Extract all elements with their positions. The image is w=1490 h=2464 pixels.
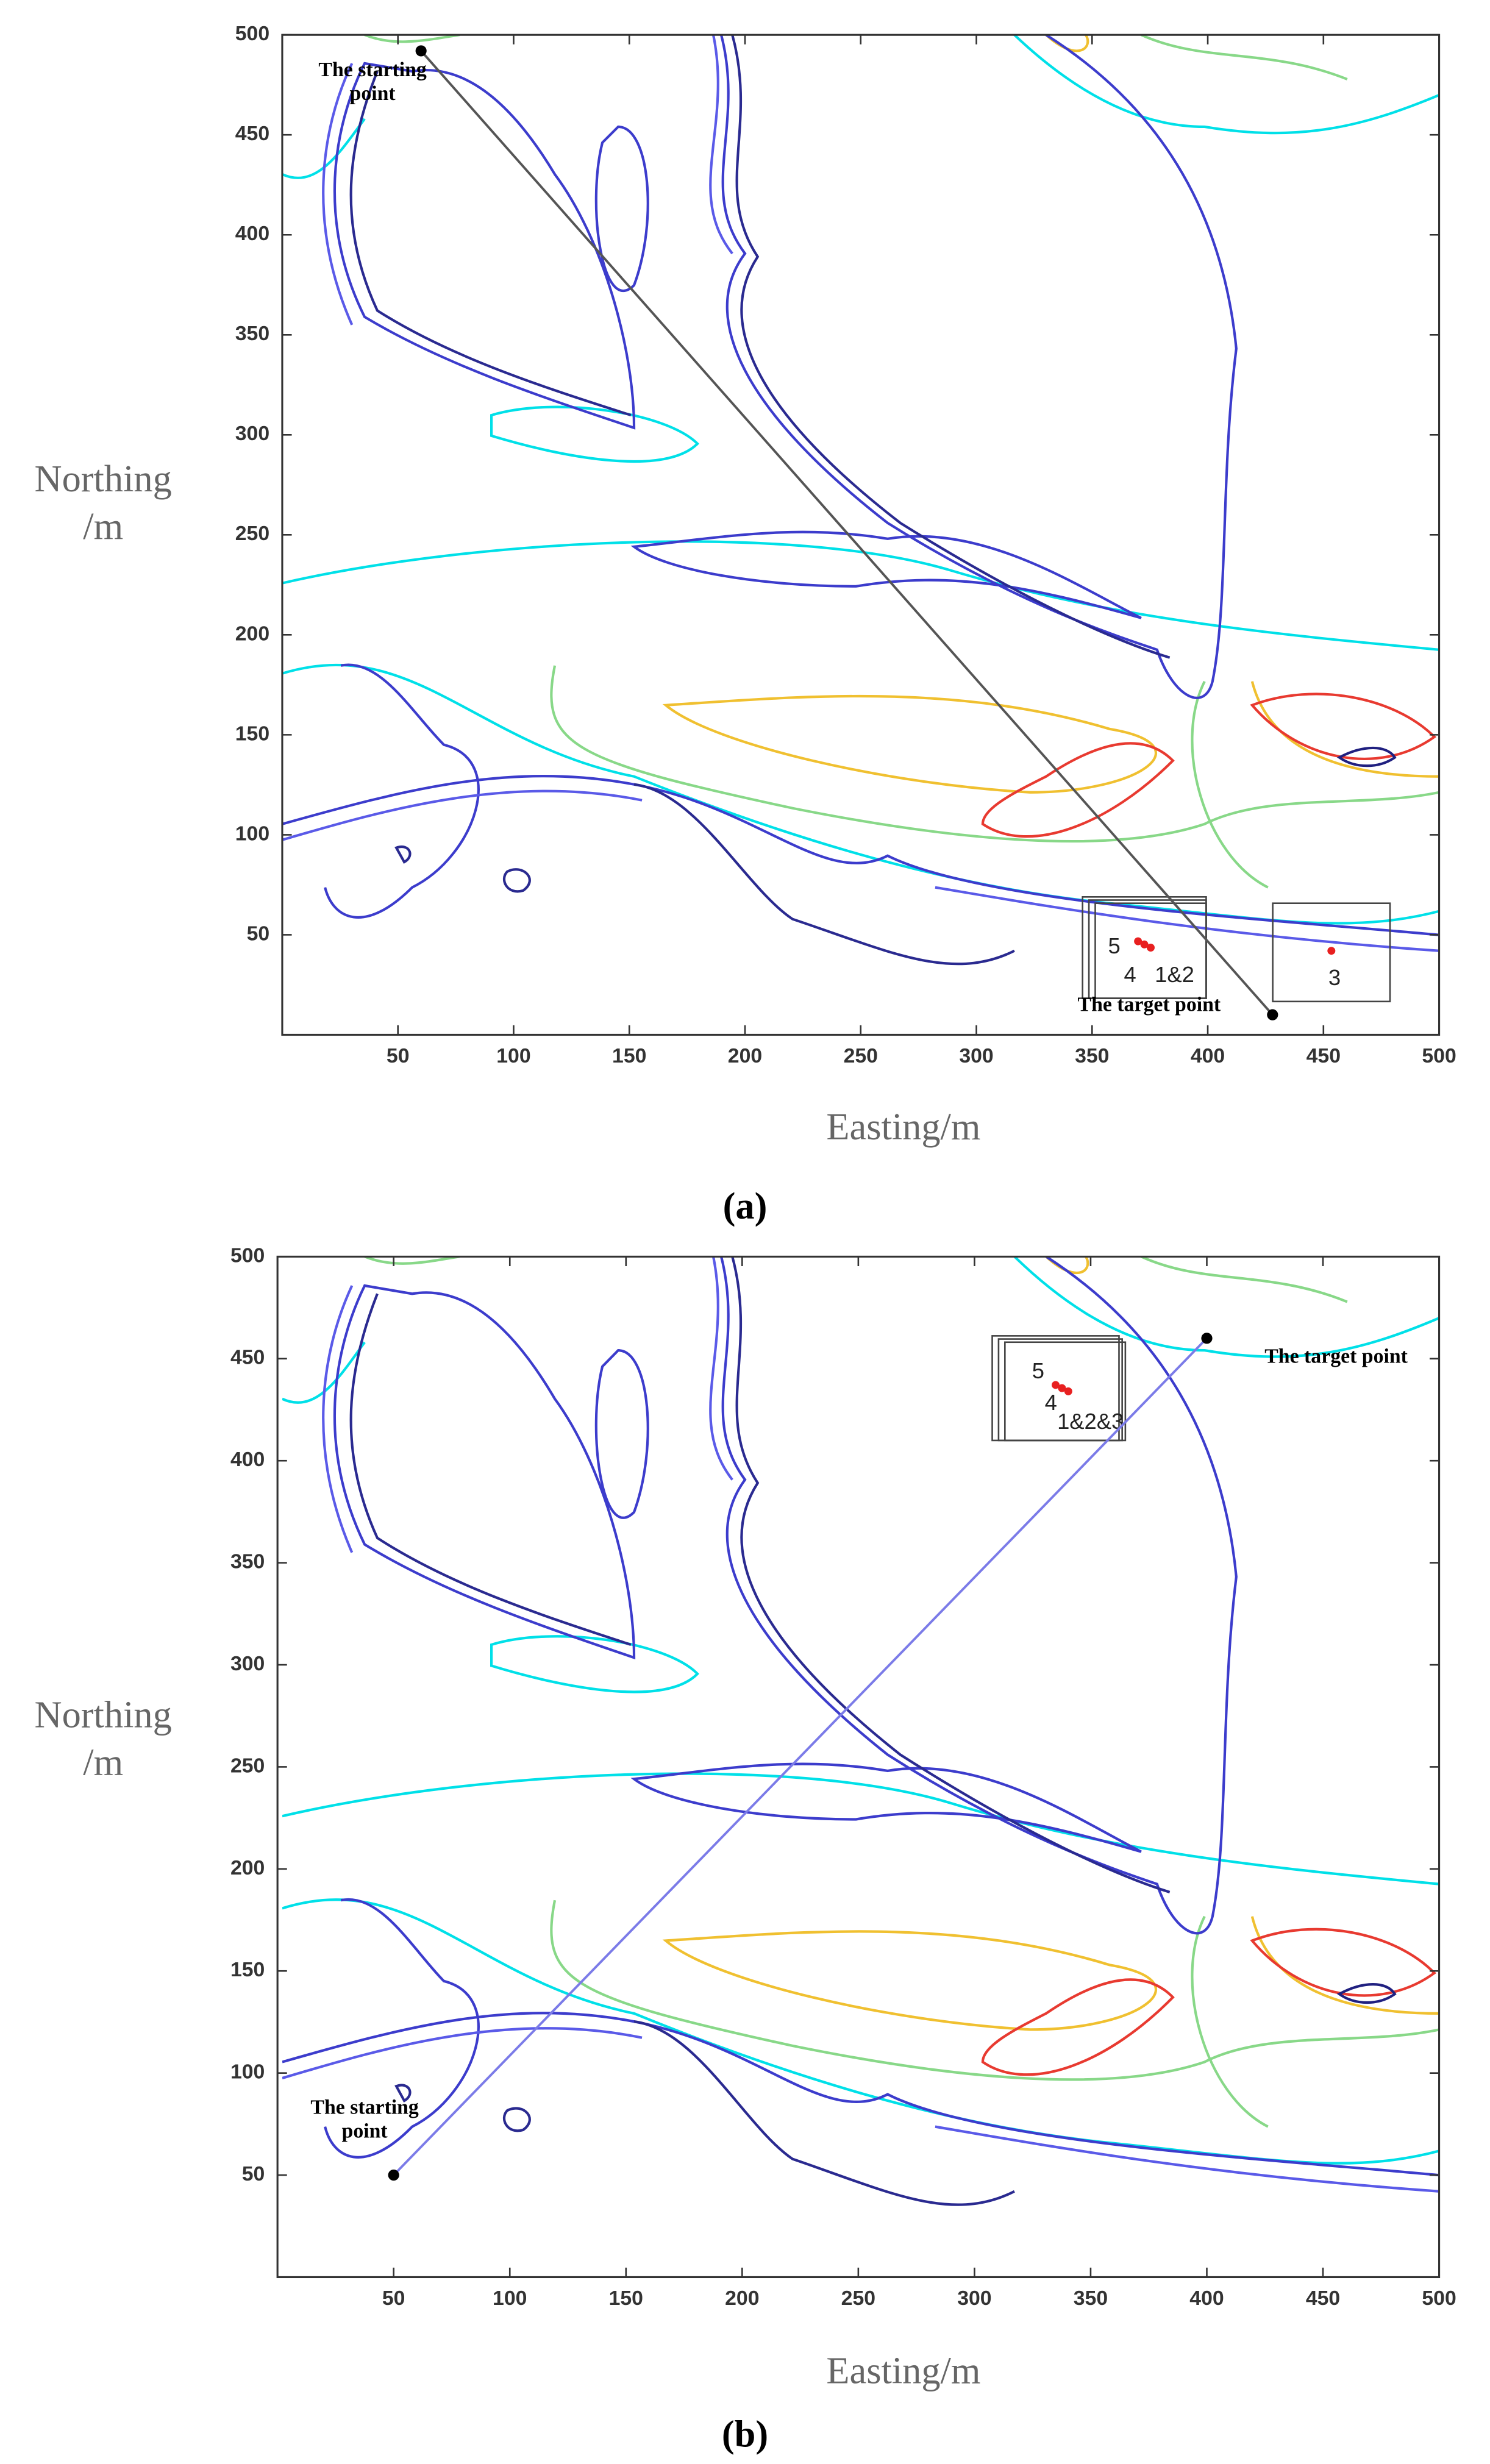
- search-box: [1272, 902, 1391, 1003]
- x-tick-label: 250: [841, 2287, 875, 2310]
- y-axis-label-box: Northing /m: [34, 459, 172, 549]
- x-tick-label: 250: [844, 1044, 878, 1067]
- source-estimate: [1327, 947, 1336, 955]
- x-tick-label: 500: [1422, 2287, 1456, 2310]
- box-label: 4: [1045, 1390, 1057, 1415]
- target-label-box: The target point: [1264, 1344, 1408, 1368]
- y-tick-label: 400: [235, 222, 269, 245]
- box-label: 3: [1328, 965, 1341, 990]
- target-point: [1267, 1009, 1278, 1020]
- x-tick-label: 400: [1189, 2287, 1224, 2310]
- start-label: The starting point: [310, 2095, 419, 2143]
- y-tick-label: 350: [230, 1550, 265, 1573]
- x-axis-label: Easting/m: [826, 2351, 981, 2393]
- x-tick-label: 100: [496, 1044, 530, 1067]
- box-label: 4: [1124, 962, 1136, 987]
- panel-label-box: (a): [722, 1187, 768, 1228]
- y-axis-label-box: Northing /m: [34, 1695, 172, 1785]
- start-point: [415, 45, 427, 57]
- search-box: [1004, 1341, 1127, 1442]
- x-tick-label: 100: [493, 2287, 527, 2310]
- start-point: [388, 2169, 399, 2181]
- x-tick-label: 450: [1306, 2287, 1340, 2310]
- panel-label-box: (b): [721, 2415, 769, 2457]
- y-tick-label: 150: [230, 1958, 265, 1981]
- y-tick-label: 300: [235, 422, 269, 445]
- x-tick-label: 400: [1191, 1044, 1225, 1067]
- source-estimate: [1058, 1384, 1066, 1392]
- y-tick-label: 100: [230, 2060, 265, 2084]
- target-label-box: The target point: [1077, 992, 1221, 1016]
- y-tick-label: 450: [235, 122, 269, 145]
- contour-map: [282, 35, 1439, 964]
- x-tick-label: 50: [382, 2287, 405, 2310]
- start-label: The starting point: [318, 57, 427, 105]
- panel-label: (b): [721, 2415, 769, 2457]
- y-axis-label: Northing /m: [34, 459, 172, 549]
- y-tick-label: 450: [230, 1346, 265, 1369]
- x-tick-label: 50: [387, 1044, 410, 1067]
- start-label-box: The starting point: [318, 57, 427, 105]
- travel-path: [420, 50, 1274, 1016]
- x-tick-label: 300: [957, 2287, 991, 2310]
- x-tick-label: 200: [725, 2287, 759, 2310]
- x-axis-label-box: Easting/m: [826, 1108, 981, 1149]
- y-tick-label: 350: [235, 322, 269, 345]
- y-tick-label: 500: [230, 1244, 265, 1267]
- x-tick-label: 150: [609, 2287, 643, 2310]
- box-label: 5: [1032, 1358, 1044, 1383]
- x-tick-label: 350: [1075, 1044, 1109, 1067]
- source-estimate: [1134, 937, 1142, 945]
- y-tick-label: 250: [230, 1754, 265, 1777]
- y-tick-label: 300: [230, 1652, 265, 1675]
- box-label: 1&2&3: [1057, 1409, 1124, 1434]
- x-axis-label: Easting/m: [826, 1108, 981, 1149]
- y-tick-label: 250: [235, 522, 269, 545]
- travel-path: [393, 1337, 1208, 2176]
- source-estimate: [1052, 1381, 1060, 1389]
- y-tick-label: 100: [235, 822, 269, 845]
- x-tick-label: 450: [1306, 1044, 1341, 1067]
- x-tick-label: 350: [1074, 2287, 1108, 2310]
- y-tick-label: 150: [235, 722, 269, 745]
- target-label: The target point: [1077, 992, 1221, 1016]
- y-axis-label: Northing /m: [34, 1695, 172, 1785]
- source-estimate: [1146, 943, 1155, 952]
- x-axis-label-box: Easting/m: [826, 2351, 981, 2393]
- target-label: The target point: [1264, 1344, 1408, 1368]
- source-estimate: [1140, 940, 1149, 949]
- target-point: [1201, 1333, 1213, 1344]
- source-estimate: [1064, 1387, 1072, 1395]
- box-label: 5: [1108, 933, 1121, 958]
- x-tick-label: 300: [959, 1044, 993, 1067]
- search-box: [1094, 902, 1207, 999]
- y-tick-label: 400: [230, 1448, 265, 1471]
- x-tick-label: 150: [612, 1044, 646, 1067]
- box-label: 1&2: [1155, 962, 1194, 987]
- y-tick-label: 50: [242, 2162, 265, 2185]
- y-tick-label: 200: [230, 1856, 265, 1879]
- y-tick-label: 50: [247, 922, 270, 945]
- y-tick-label: 500: [235, 22, 269, 45]
- panel-label: (a): [722, 1187, 768, 1228]
- start-label-box: The starting point: [310, 2095, 419, 2143]
- x-tick-label: 200: [728, 1044, 762, 1067]
- y-tick-label: 200: [235, 622, 269, 645]
- contour-map: [282, 1256, 1439, 2204]
- x-tick-label: 500: [1422, 1044, 1456, 1067]
